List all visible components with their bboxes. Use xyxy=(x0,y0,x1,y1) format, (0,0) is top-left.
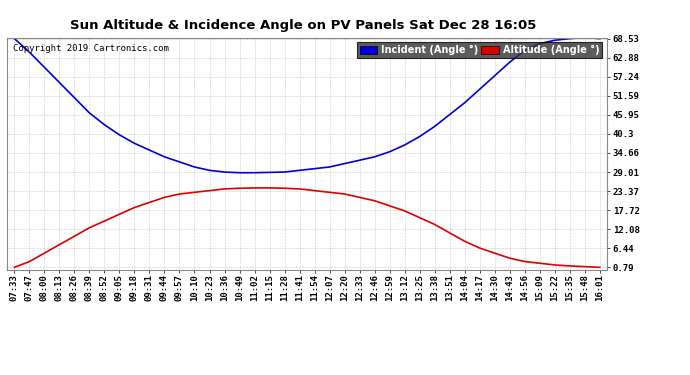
Text: Sun Altitude & Incidence Angle on PV Panels Sat Dec 28 16:05: Sun Altitude & Incidence Angle on PV Pan… xyxy=(70,19,537,32)
Text: Copyright 2019 Cartronics.com: Copyright 2019 Cartronics.com xyxy=(13,45,169,54)
Legend: Incident (Angle °), Altitude (Angle °): Incident (Angle °), Altitude (Angle °) xyxy=(357,42,602,58)
